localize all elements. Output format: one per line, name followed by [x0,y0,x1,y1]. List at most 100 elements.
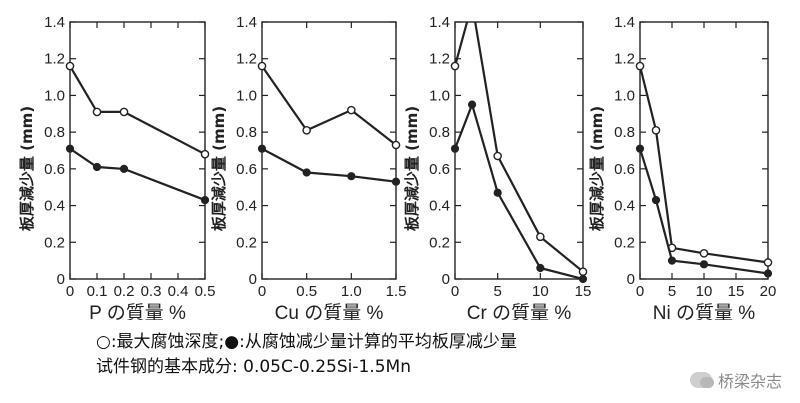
y-tick-label: 1.4 [614,14,635,31]
data-point-filled [200,195,210,205]
series-line-max-depth [640,65,768,264]
data-point-filled [493,188,502,197]
chart-panel-1: 0 0.2 0.4 0.6 0.8 1.0 1.2 1.4 0 0.1 0.2 0.3 0.4 0.5 P … [18,14,215,320]
data-point-open [391,140,401,150]
data-point-filled [651,195,661,205]
x-tick-label: 0 [451,283,459,300]
y-tick-label: 0.4 [236,198,257,215]
data-point-filled [347,172,356,181]
y-tick-label: 0.6 [44,161,65,178]
y-tick-label: 0.6 [614,161,635,178]
y-tick-label: 1.0 [44,87,65,104]
y-tick-label: 0.8 [236,124,257,141]
x-tick-label: 5 [493,283,501,300]
y-axis-label: 板厚減少量 (mm) [588,106,606,231]
data-point-filled [302,168,311,177]
y-axis-label: 板厚減少量 (mm) [403,106,421,231]
data-point-filled [578,274,588,284]
data-point-open [578,267,588,276]
y-tick-label: 1.2 [614,51,635,68]
legend-caption: ○:最大腐蚀深度;●:从腐蚀减少量计算的平均板厚减少量 [96,332,517,352]
y-tick-label: 0.8 [614,124,635,141]
x-tick-label: 0.5 [195,283,216,300]
data-point-filled [699,260,709,269]
data-point-filled [450,144,460,153]
data-point-filled [257,144,267,153]
y-tick-label: 0.4 [614,198,635,215]
x-tick-label: 0.5 [296,283,317,300]
x-tick-label: 0.2 [114,283,135,300]
chat-bubble-icon [689,372,714,388]
x-axis-label: Ni の質量 % [653,302,756,320]
y-tick-label: 0.4 [429,198,450,215]
data-point-open [493,151,502,161]
data-point-open [119,107,129,117]
y-axis-label: 板厚減少量 (mm) [210,106,228,231]
data-point-open [92,107,102,117]
data-point-open [65,61,75,71]
data-point-open [635,61,645,71]
series-line-avg-reduction [262,147,396,183]
y-tick-label: 1.2 [44,51,65,68]
x-tick-label: 15 [728,283,745,300]
y-axis-label: 板厚減少量 (mm) [18,106,36,231]
data-point-open [450,61,460,71]
watermark-label: 桥梁杂志 [717,372,782,391]
data-point-filled [536,263,545,273]
x-axis-label: P の質量 % [89,302,186,320]
x-tick-label: 1.5 [386,283,407,300]
x-axis-label: Cu の質量 % [275,302,384,320]
data-point-open [536,232,545,242]
y-tick-label: 0.8 [44,124,65,141]
series-line-max-depth [70,65,205,156]
x-tick-label: 20 [760,283,777,300]
composition-caption: 试件钢的基本成分: 0.05C-0.25Si-1.5Mn [96,357,411,377]
x-tick-label: 10 [696,283,713,300]
y-tick-label: 1.2 [236,51,257,68]
x-tick-label: 0.1 [87,283,108,300]
data-point-open [763,258,773,267]
data-point-open [302,126,311,135]
x-tick-label: 0 [258,283,266,300]
series-line-max-depth [262,65,396,146]
data-point-filled [65,144,75,153]
x-tick-label: 0.4 [168,283,189,300]
data-point-filled [467,100,477,109]
y-tick-label: 0.2 [44,234,65,251]
y-tick-label: 0.8 [429,124,450,141]
y-tick-label: 0.2 [236,234,257,251]
x-tick-label: 0.3 [141,283,162,300]
y-tick-label: 0 [57,271,65,288]
data-point-open [257,61,267,71]
watermark: 桥梁杂志 [689,368,782,392]
y-tick-label: 1.4 [429,14,450,31]
x-tick-label: 1.0 [341,283,362,300]
y-tick-label: 1.0 [429,87,450,104]
data-point-filled [119,164,129,173]
y-tick-label: 0.4 [44,198,65,215]
data-point-open [651,126,661,135]
series-line-avg-reduction [70,147,205,202]
x-tick-label: 15 [575,283,592,300]
x-tick-label: 5 [668,283,676,300]
plot-frame [69,21,206,280]
y-tick-label: 0.2 [429,234,450,251]
y-tick-label: 0 [442,271,450,288]
data-point-open [347,105,356,115]
y-tick-label: 1.4 [236,14,257,31]
x-tick-label: 0 [636,283,644,300]
x-tick-label: 0 [66,283,74,300]
series-line-avg-reduction [455,101,583,279]
chart-panel-2: 0 0.2 0.4 0.6 0.8 1.0 1.2 1.4 0 0.5 1.0 1.5Cu の質量 %… [210,14,406,320]
data-point-open [200,149,210,159]
plot-frame [454,21,584,280]
y-tick-label: 1.2 [429,51,450,68]
y-tick-label: 1.4 [44,14,65,31]
figure-canvas: 0 0.2 0.4 0.6 0.8 1.0 1.2 1.4 0 0.1 0.2 0.3 0.4 0.5 P … [18,14,776,320]
y-tick-label: 0 [249,271,257,288]
x-axis-label: Cr の質量 % [467,302,572,320]
y-tick-label: 1.0 [236,87,257,104]
x-tick-label: 10 [532,283,549,300]
